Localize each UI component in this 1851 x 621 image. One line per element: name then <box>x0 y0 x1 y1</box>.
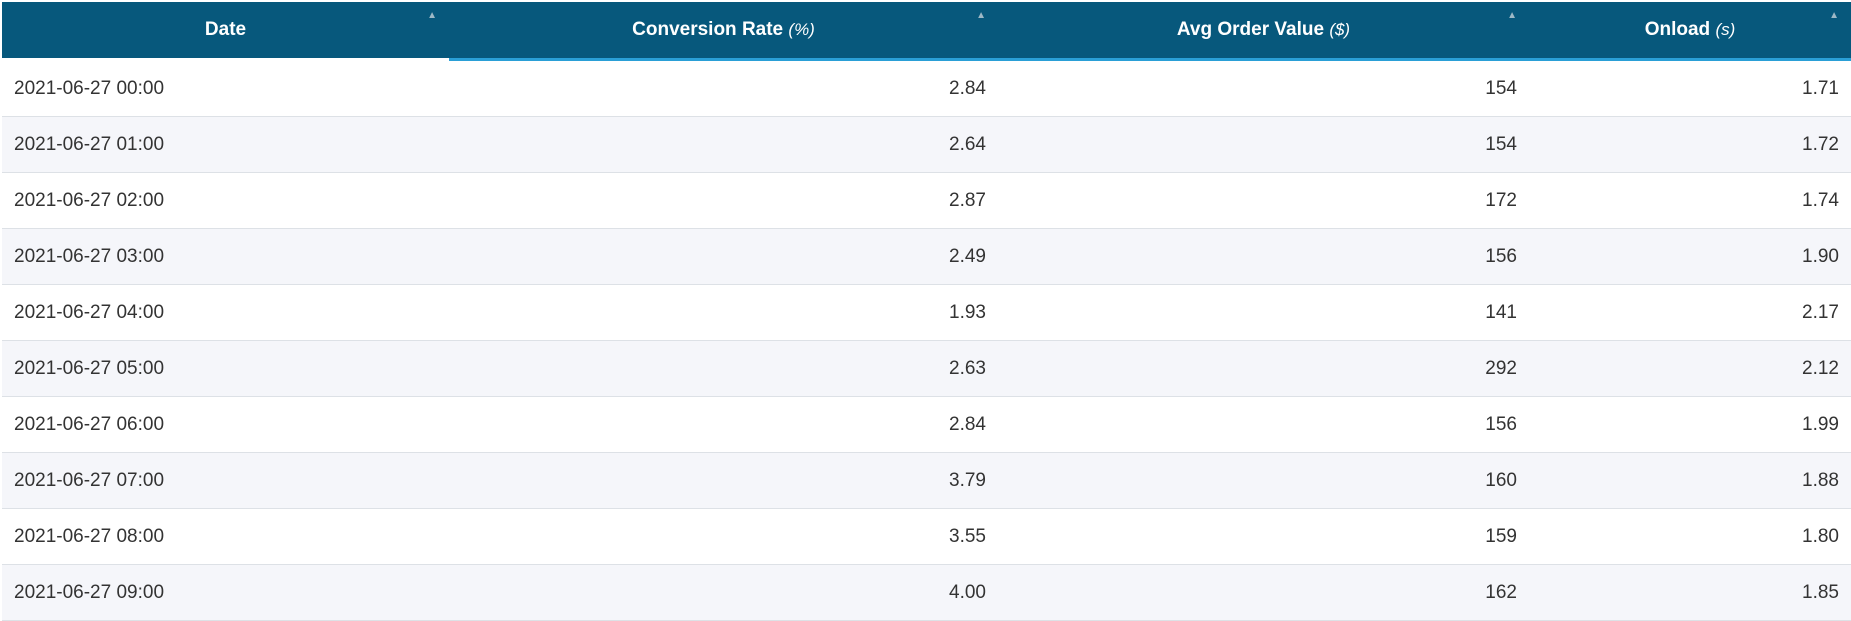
cell-onload: 1.80 <box>1529 508 1851 565</box>
table-row: 2021-06-27 06:00 2.84 156 1.99 <box>2 396 1851 453</box>
cell-date: 2021-06-27 09:00 <box>2 564 449 621</box>
column-header-label: Conversion Rate <box>632 19 784 40</box>
cell-onload: 1.85 <box>1529 564 1851 621</box>
column-header-unit: ($) <box>1329 20 1351 39</box>
column-header-label: Avg Order Value <box>1176 19 1325 40</box>
table-row: 2021-06-27 03:00 2.49 156 1.90 <box>2 228 1851 285</box>
cell-avg-order-value: 141 <box>998 284 1529 341</box>
sort-arrow-icon[interactable]: ▲ <box>427 10 437 21</box>
cell-date: 2021-06-27 07:00 <box>2 452 449 509</box>
cell-conversion-rate: 1.93 <box>449 284 998 341</box>
cell-avg-order-value: 162 <box>998 564 1529 621</box>
cell-date: 2021-06-27 03:00 <box>2 228 449 285</box>
cell-onload: 1.99 <box>1529 396 1851 453</box>
cell-conversion-rate: 4.00 <box>449 564 998 621</box>
cell-onload: 1.71 <box>1529 59 1851 117</box>
cell-conversion-rate: 2.84 <box>449 59 998 117</box>
table-row: 2021-06-27 07:00 3.79 160 1.88 <box>2 452 1851 509</box>
cell-date: 2021-06-27 02:00 <box>2 172 449 229</box>
cell-date: 2021-06-27 05:00 <box>2 340 449 397</box>
cell-avg-order-value: 292 <box>998 340 1529 397</box>
cell-date: 2021-06-27 01:00 <box>2 116 449 173</box>
cell-conversion-rate: 2.49 <box>449 228 998 285</box>
cell-onload: 1.74 <box>1529 172 1851 229</box>
cell-conversion-rate: 2.87 <box>449 172 998 229</box>
cell-conversion-rate: 3.79 <box>449 452 998 509</box>
header-row: Date ▲ Conversion Rate (%) ▲ Avg Order V… <box>2 2 1851 61</box>
cell-onload: 1.72 <box>1529 116 1851 173</box>
table-row: 2021-06-27 04:00 1.93 141 2.17 <box>2 284 1851 341</box>
column-header-avg-order-value[interactable]: Avg Order Value ($) ▲ <box>998 2 1529 61</box>
sort-arrow-icon[interactable]: ▲ <box>976 10 986 21</box>
column-header-label: Onload <box>1644 19 1711 40</box>
table-row: 2021-06-27 01:00 2.64 154 1.72 <box>2 116 1851 173</box>
table-row: 2021-06-27 05:00 2.63 292 2.12 <box>2 340 1851 397</box>
cell-avg-order-value: 172 <box>998 172 1529 229</box>
column-header-conversion-rate[interactable]: Conversion Rate (%) ▲ <box>449 2 998 61</box>
table-body: 2021-06-27 00:00 2.84 154 1.71 2021-06-2… <box>2 59 1851 621</box>
table-row: 2021-06-27 09:00 4.00 162 1.85 <box>2 564 1851 621</box>
sort-arrow-icon[interactable]: ▲ <box>1829 10 1839 21</box>
cell-avg-order-value: 154 <box>998 59 1529 117</box>
column-header-date[interactable]: Date ▲ <box>2 2 449 61</box>
table-row: 2021-06-27 02:00 2.87 172 1.74 <box>2 172 1851 229</box>
sort-arrow-icon[interactable]: ▲ <box>1507 10 1517 21</box>
cell-onload: 2.12 <box>1529 340 1851 397</box>
column-header-label: Date <box>204 19 247 40</box>
table-row: 2021-06-27 08:00 3.55 159 1.80 <box>2 508 1851 565</box>
cell-date: 2021-06-27 06:00 <box>2 396 449 453</box>
cell-conversion-rate: 2.84 <box>449 396 998 453</box>
cell-date: 2021-06-27 08:00 <box>2 508 449 565</box>
cell-avg-order-value: 156 <box>998 396 1529 453</box>
cell-avg-order-value: 154 <box>998 116 1529 173</box>
cell-conversion-rate: 3.55 <box>449 508 998 565</box>
cell-conversion-rate: 2.63 <box>449 340 998 397</box>
cell-date: 2021-06-27 00:00 <box>2 59 449 117</box>
cell-avg-order-value: 160 <box>998 452 1529 509</box>
cell-date: 2021-06-27 04:00 <box>2 284 449 341</box>
table-header: Date ▲ Conversion Rate (%) ▲ Avg Order V… <box>2 2 1851 61</box>
column-header-onload[interactable]: Onload (s) ▲ <box>1529 2 1851 61</box>
table-row: 2021-06-27 00:00 2.84 154 1.71 <box>2 59 1851 117</box>
column-header-unit: (%) <box>788 20 815 39</box>
cell-onload: 1.88 <box>1529 452 1851 509</box>
column-header-unit: (s) <box>1715 20 1736 39</box>
cell-conversion-rate: 2.64 <box>449 116 998 173</box>
cell-onload: 2.17 <box>1529 284 1851 341</box>
cell-onload: 1.90 <box>1529 228 1851 285</box>
cell-avg-order-value: 156 <box>998 228 1529 285</box>
cell-avg-order-value: 159 <box>998 508 1529 565</box>
